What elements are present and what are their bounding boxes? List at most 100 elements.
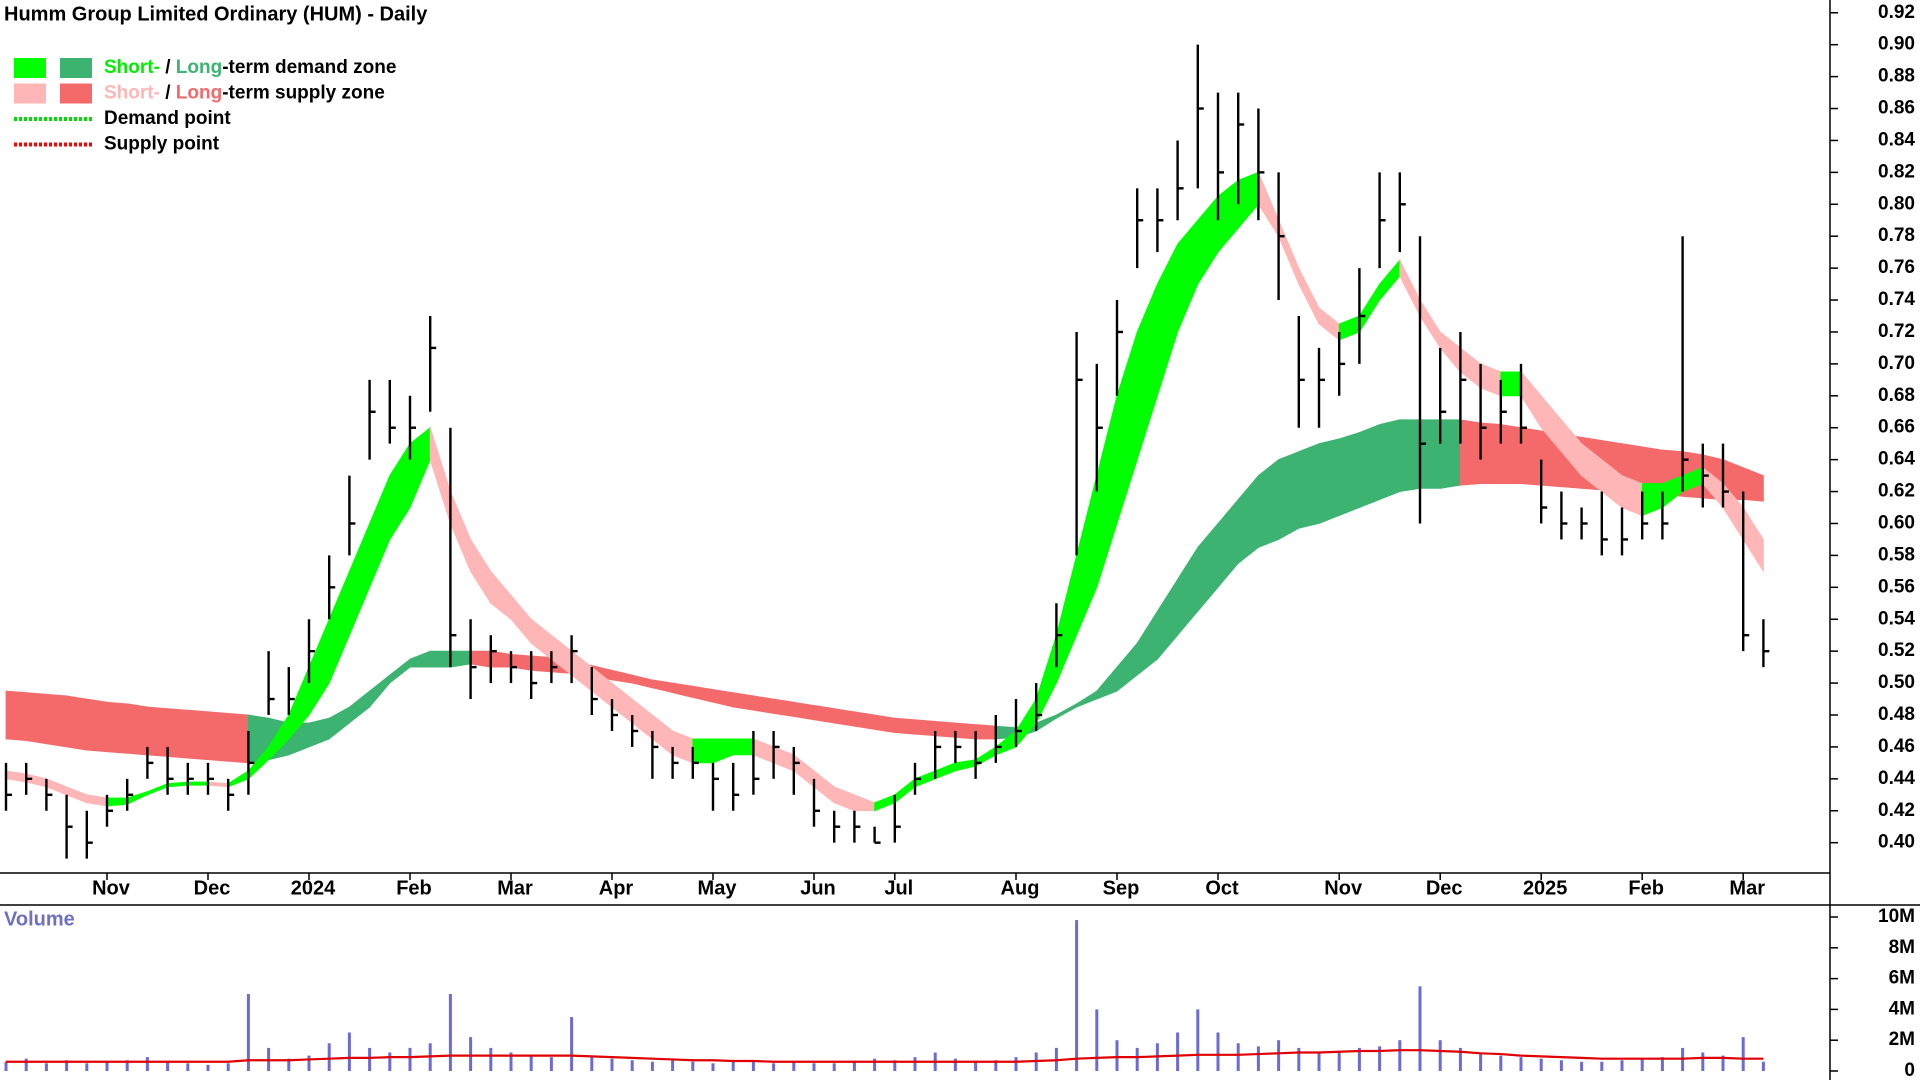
- volume-bar: [913, 1057, 917, 1071]
- long-term-zone: [1379, 419, 1401, 501]
- long-term-zone: [126, 703, 148, 756]
- legend-label: Demand point: [104, 108, 231, 129]
- long-term-zone: [1742, 467, 1764, 502]
- volume-bar: [327, 1043, 331, 1071]
- volume-bar: [953, 1058, 957, 1071]
- volume-bar: [711, 1063, 715, 1071]
- y-tick-label: 0.80: [1878, 193, 1915, 214]
- volume-bar: [1014, 1057, 1018, 1071]
- volume-bar: [852, 1061, 856, 1071]
- volume-bar: [4, 1061, 8, 1071]
- y-tick-label: 0.72: [1878, 321, 1915, 342]
- volume-bar: [1418, 986, 1422, 1071]
- y-tick-label: 0.42: [1878, 800, 1915, 821]
- volume-bar: [1701, 1052, 1705, 1071]
- volume-bar: [287, 1058, 291, 1071]
- y-tick-label: 0.86: [1878, 98, 1915, 119]
- volume-bar: [671, 1060, 675, 1071]
- volume-bar: [1317, 1052, 1321, 1071]
- y-tick-label: 0.74: [1878, 289, 1915, 310]
- x-tick-label: Aug: [1001, 877, 1040, 899]
- long-term-zone: [1318, 438, 1340, 525]
- legend-text: -term demand zone: [222, 57, 396, 78]
- y-tick-label: 0.48: [1878, 704, 1915, 725]
- volume-panel: [4, 920, 1765, 1071]
- legend-text: Long: [176, 83, 222, 104]
- short-term-zone: [1500, 371, 1522, 397]
- long-term-zone: [1258, 458, 1279, 549]
- volume-label: Volume: [4, 908, 75, 930]
- long-term-zone: [914, 719, 936, 737]
- volume-bar: [1761, 1061, 1765, 1071]
- volume-bar: [226, 1063, 230, 1071]
- long-term-zone: [167, 708, 189, 759]
- long-term-zone: [470, 650, 492, 668]
- long-term-zone: [874, 714, 896, 734]
- short-term-zone: [692, 738, 714, 764]
- legend-label: Short- / Long-term supply zone: [104, 83, 385, 104]
- x-tick-label: Feb: [1628, 877, 1664, 899]
- long-term-zone: [106, 701, 128, 754]
- legend-label: Short- / Long-term demand zone: [104, 57, 396, 78]
- volume-bar: [792, 1061, 796, 1071]
- volume-bar: [529, 1055, 533, 1071]
- volume-bar: [408, 1047, 412, 1071]
- volume-bar: [1135, 1047, 1139, 1071]
- y-tick-label: 0.88: [1878, 66, 1915, 87]
- y-tick-label: 0.84: [1878, 129, 1915, 150]
- volume-bar: [85, 1063, 89, 1071]
- x-tick-label: Mar: [1729, 877, 1765, 899]
- short-term-zone: [732, 738, 754, 756]
- volume-bar: [893, 1060, 897, 1071]
- long-term-zone: [227, 712, 249, 764]
- legend-label: Supply point: [104, 134, 220, 155]
- volume-bar: [388, 1052, 392, 1071]
- volume-bar: [1721, 1055, 1725, 1071]
- volume-bar: [1075, 920, 1079, 1071]
- volume-bar: [994, 1060, 998, 1071]
- x-tick-label: 2024: [291, 877, 336, 899]
- y-tick-label: 0.50: [1878, 672, 1915, 693]
- long-term-zone: [530, 655, 552, 673]
- x-tick-label: Feb: [396, 877, 432, 899]
- volume-tick-label: 4M: [1889, 998, 1915, 1019]
- y-tick-label: 0.92: [1878, 2, 1915, 23]
- volume-bar: [873, 1058, 877, 1071]
- volume-bar: [1236, 1043, 1240, 1071]
- volume-bar: [105, 1061, 109, 1071]
- y-tick-label: 0.68: [1878, 385, 1915, 406]
- long-term-zone: [773, 698, 795, 718]
- volume-bar: [125, 1060, 129, 1071]
- y-tick-label: 0.46: [1878, 736, 1915, 757]
- volume-bar: [509, 1052, 513, 1071]
- volume-bar: [974, 1061, 978, 1071]
- volume-tick-label: 10M: [1878, 906, 1915, 927]
- y-tick-label: 0.64: [1878, 449, 1915, 470]
- short-term-zone: [187, 781, 209, 786]
- volume-bar: [1741, 1037, 1745, 1071]
- x-tick-label: Sep: [1103, 877, 1140, 899]
- y-tick-label: 0.70: [1878, 353, 1915, 374]
- volume-bar: [549, 1057, 553, 1071]
- x-tick-label: Oct: [1205, 877, 1239, 899]
- long-term-zone: [5, 690, 27, 741]
- volume-bar: [772, 1063, 776, 1071]
- long-term-zone: [934, 720, 956, 738]
- volume-bar: [751, 1060, 755, 1071]
- legend-text: /: [160, 57, 176, 78]
- long-term-zone: [1419, 419, 1441, 489]
- legend-text: Short-: [104, 83, 160, 104]
- volume-bar: [691, 1061, 695, 1071]
- y-tick-label: 0.44: [1878, 768, 1915, 789]
- long-term-zone: [146, 706, 169, 757]
- long-term-zone: [894, 717, 916, 735]
- volume-bar: [1378, 1046, 1382, 1071]
- y-tick-label: 0.82: [1878, 161, 1915, 182]
- price-bars: [4, 44, 1770, 859]
- legend-text: /: [160, 83, 176, 104]
- legend-text: Short-: [104, 57, 160, 78]
- volume-bar: [731, 1061, 735, 1071]
